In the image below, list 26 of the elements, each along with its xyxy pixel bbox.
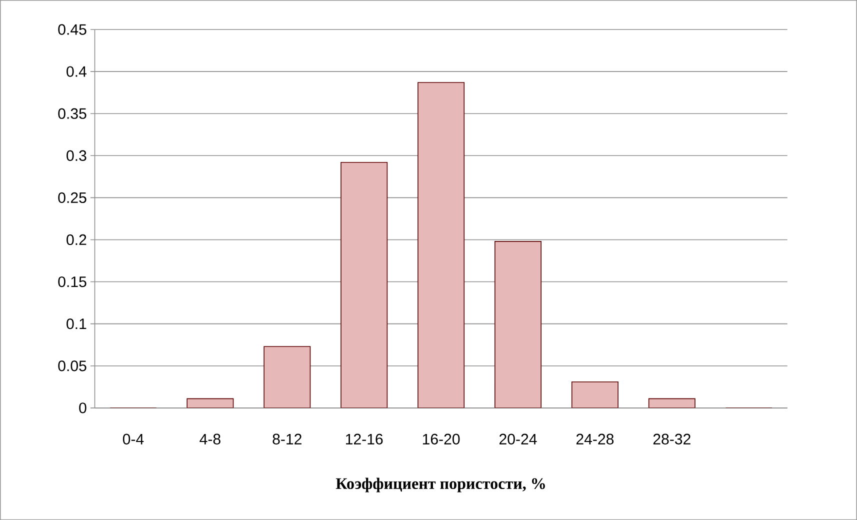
y-tick-label: 0.25: [58, 192, 86, 203]
x-tick-label: 8-12: [272, 434, 302, 444]
x-axis-title: Коэффициент пористости, %: [336, 478, 545, 492]
bar: [418, 82, 464, 408]
x-tick-label: 16-20: [422, 434, 460, 444]
x-tick-label: 20-24: [500, 434, 537, 444]
y-tick-label: 0.1: [66, 318, 86, 330]
y-tick-label: 0: [79, 402, 86, 414]
x-tick-label: 28-32: [653, 434, 690, 444]
y-tick-label: 0.15: [58, 276, 86, 287]
x-tick-label: 24-28: [576, 434, 614, 444]
y-tick-label: 0.3: [66, 150, 86, 161]
x-tick-label: 0-4: [122, 434, 144, 444]
x-tick-label: 12-16: [346, 434, 383, 444]
y-tick-label: 0.05: [58, 360, 86, 372]
x-tick-label: 4-8: [200, 434, 220, 444]
bar: [341, 162, 388, 408]
bar: [572, 382, 618, 408]
bar: [187, 398, 234, 408]
bar: [648, 398, 695, 408]
y-tick-label: 0.4: [66, 66, 86, 77]
y-tick-label: 0.45: [58, 24, 86, 35]
y-tick-label: 0.35: [58, 108, 86, 119]
y-tick-label: 0.2: [66, 234, 86, 245]
bar: [264, 346, 310, 408]
bar: [494, 241, 542, 408]
